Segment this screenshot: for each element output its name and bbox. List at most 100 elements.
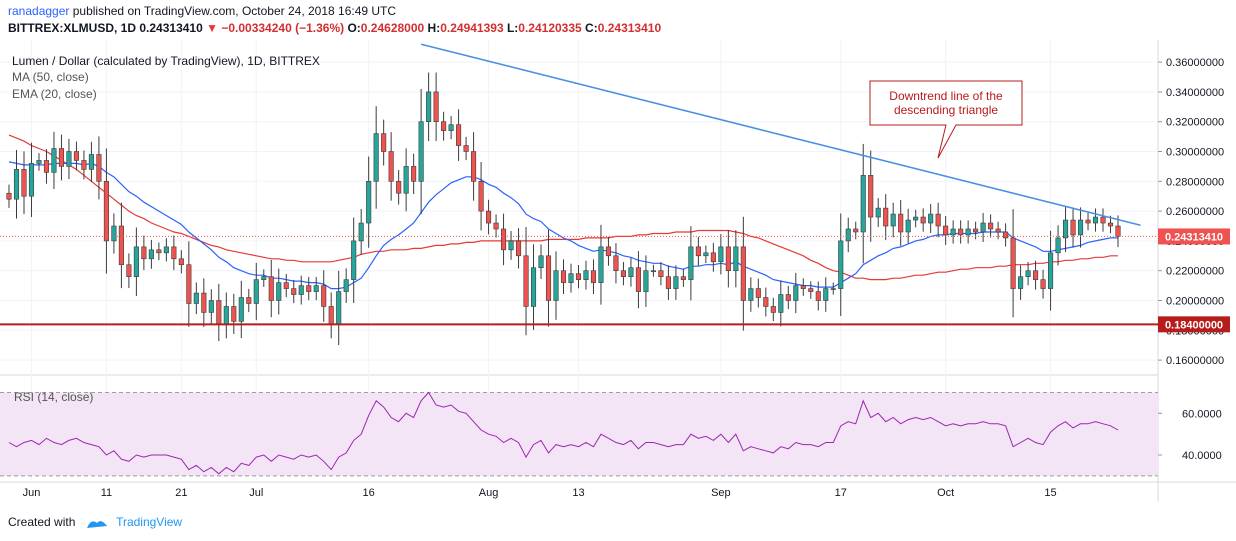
indicator-lines bbox=[8, 134, 1118, 290]
tradingview-logo-icon bbox=[86, 520, 107, 528]
candle bbox=[530, 244, 537, 330]
candle bbox=[478, 161, 484, 231]
candle-body bbox=[336, 291, 342, 325]
candle-body bbox=[875, 207, 881, 218]
price-tick-label: 0.28000000 bbox=[1166, 176, 1224, 188]
candle-body bbox=[643, 270, 649, 292]
candle bbox=[575, 265, 582, 289]
candle bbox=[403, 148, 409, 212]
candle bbox=[815, 281, 821, 311]
candle-body bbox=[718, 246, 724, 263]
candle-body bbox=[943, 225, 949, 236]
legend-ema: EMA (20, close) bbox=[12, 87, 97, 101]
candle bbox=[568, 263, 574, 293]
candle-body bbox=[845, 228, 851, 242]
candle-body bbox=[703, 252, 709, 257]
candle-body bbox=[725, 246, 731, 272]
time-tick-label: Sep bbox=[711, 487, 731, 499]
candle bbox=[1055, 225, 1061, 266]
candle-body bbox=[853, 228, 859, 233]
tradingview-brand[interactable]: TradingView bbox=[116, 515, 183, 529]
candle bbox=[486, 199, 492, 235]
candle-body bbox=[523, 255, 529, 307]
candle-body bbox=[321, 285, 327, 307]
candle bbox=[1010, 209, 1016, 318]
candle bbox=[943, 216, 949, 245]
candle bbox=[381, 119, 387, 166]
candle-body bbox=[635, 267, 641, 292]
candle bbox=[1100, 208, 1106, 232]
time-axis: Jun 11 21 Jul 16 Aug 13 Sep 17 Oct 15 bbox=[23, 487, 1057, 499]
candle bbox=[81, 150, 87, 180]
candle bbox=[231, 293, 237, 335]
candle-body bbox=[538, 255, 544, 269]
candle bbox=[658, 262, 664, 286]
candle-body bbox=[88, 154, 94, 170]
rsi-tick-label: 40.0000 bbox=[1182, 450, 1222, 462]
candle bbox=[1003, 223, 1009, 247]
candle-body bbox=[186, 264, 192, 304]
candle bbox=[1062, 206, 1069, 252]
candle bbox=[178, 250, 184, 274]
candle-body bbox=[598, 246, 604, 283]
candle bbox=[695, 236, 701, 266]
candle bbox=[995, 221, 1001, 240]
candle bbox=[545, 229, 552, 327]
symbol-label: BITTREX:XLMUSD, 1D bbox=[8, 21, 137, 35]
candle-body bbox=[995, 228, 1001, 233]
author-link[interactable]: ranadagger bbox=[8, 4, 70, 18]
candle-body bbox=[613, 255, 619, 272]
candle bbox=[58, 134, 65, 181]
last-price-box bbox=[1158, 228, 1230, 245]
candle bbox=[441, 111, 447, 141]
candle bbox=[418, 88, 424, 215]
publish-line: ranadagger published on TradingView.com,… bbox=[8, 4, 396, 18]
rsi-tick-label: 60.0000 bbox=[1182, 408, 1222, 420]
candle-body bbox=[216, 300, 222, 325]
candle-body bbox=[193, 292, 199, 304]
candle bbox=[1092, 208, 1099, 232]
candle bbox=[733, 230, 739, 288]
candle-body bbox=[590, 270, 597, 283]
candle-body bbox=[830, 288, 836, 290]
candle bbox=[73, 141, 79, 171]
candle bbox=[291, 279, 297, 304]
low-value: 0.24120335 bbox=[518, 21, 582, 35]
candle-body bbox=[515, 240, 522, 257]
annotation-line-1: Downtrend line of the bbox=[889, 89, 1003, 103]
price-tick-label: 0.16000000 bbox=[1166, 355, 1224, 367]
candle bbox=[261, 269, 267, 287]
candle-body bbox=[13, 169, 20, 200]
candle-body bbox=[471, 151, 477, 182]
close-value: 0.24313410 bbox=[597, 21, 662, 35]
candle bbox=[988, 214, 994, 238]
candle bbox=[13, 150, 20, 219]
time-tick-label: Aug bbox=[479, 487, 499, 499]
price-tick-label: 0.20000000 bbox=[1166, 296, 1224, 308]
candle bbox=[890, 202, 896, 238]
time-tick-label: 11 bbox=[101, 487, 112, 499]
overlay bbox=[0, 43, 1158, 326]
candle-body bbox=[1040, 279, 1046, 289]
candle-body bbox=[688, 246, 694, 280]
candle-body bbox=[463, 145, 469, 152]
candle bbox=[965, 220, 971, 244]
chart-canvas[interactable]: 0.160000000.180000000.200000000.22000000… bbox=[0, 40, 1236, 512]
candle bbox=[1107, 215, 1114, 234]
rsi-panel bbox=[0, 391, 1158, 477]
candle-body bbox=[456, 124, 462, 146]
candle-body bbox=[171, 246, 177, 260]
time-tick-label: 17 bbox=[835, 487, 847, 499]
candle bbox=[268, 259, 274, 318]
candle-body bbox=[246, 297, 252, 304]
candle bbox=[433, 72, 439, 142]
time-tick-label: Jul bbox=[249, 487, 263, 499]
candle bbox=[141, 235, 147, 271]
candle-body bbox=[58, 148, 65, 167]
candle-body bbox=[770, 306, 776, 313]
candle-body bbox=[920, 216, 926, 224]
down-triangle-icon: ▼ bbox=[206, 21, 218, 35]
candle bbox=[808, 281, 814, 299]
rsi-title: RSI (14, close) bbox=[14, 390, 93, 404]
candle-body bbox=[1115, 225, 1121, 237]
